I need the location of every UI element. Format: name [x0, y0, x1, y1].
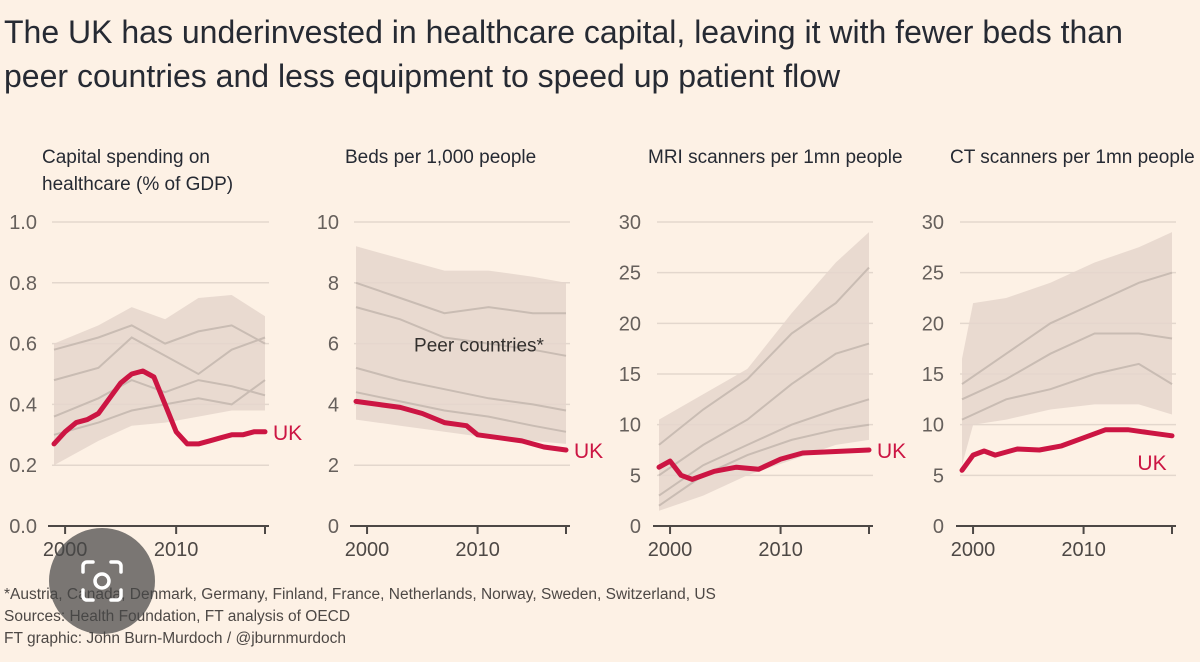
y-tick-label: 4 [328, 394, 339, 416]
peer-country-line [355, 391, 567, 433]
y-tick-label: 10 [317, 212, 339, 234]
peer-band-area [962, 232, 1172, 466]
peer-country-line [961, 332, 1173, 401]
y-tick-label: 6 [328, 334, 339, 356]
y-tick-label: 10 [922, 415, 944, 437]
uk-series-label: UK [574, 440, 603, 463]
peer-band-area [54, 295, 265, 466]
chart-panel-3: 0 5 10 15 20 25 30 2000 2010 UK [922, 212, 1176, 561]
y-tick-label: 0.6 [9, 334, 37, 356]
y-tick-label: 0 [630, 516, 641, 538]
panel-title-capital: Capital spending on healthcare (% of GDP… [42, 147, 234, 195]
y-tick-label: 0.8 [9, 273, 37, 295]
uk-series-label: UK [1137, 452, 1166, 475]
peer-country-line [658, 266, 870, 446]
y-tick-label: 20 [922, 313, 944, 335]
peer-country-line [961, 362, 1173, 421]
y-tick-label: 0.2 [9, 455, 37, 477]
visual-search-icon [81, 560, 123, 602]
x-tick-label: 2000 [951, 539, 996, 560]
peer-country-line [658, 342, 870, 477]
charts-area: Capital spending on healthcare (% of GDP… [0, 130, 1200, 561]
y-tick-label: 8 [328, 273, 339, 295]
footer-credit: FT graphic: John Burn-Murdoch / @jburnmu… [4, 630, 346, 647]
uk-series-line [353, 398, 569, 453]
x-tick-label: 2010 [1061, 539, 1106, 560]
footer: *Austria, Canada, Denmark, Germany, Finl… [4, 584, 1194, 650]
y-tick-label: 1.0 [9, 212, 37, 234]
y-tick-label: 30 [922, 212, 944, 234]
panel-title-ct: CT scanners per 1mn people [950, 147, 1195, 168]
y-tick-label: 0 [933, 516, 944, 538]
headline: The UK has underinvested in healthcare c… [4, 14, 1123, 94]
x-tick-label: 2010 [455, 539, 500, 560]
footer-sources: Sources: Health Foundation, FT analysis … [4, 608, 351, 625]
uk-series-line [959, 427, 1175, 473]
footer-countries-note: *Austria, Canada, Denmark, Germany, Finl… [4, 586, 716, 603]
small-multiples-chart: 0.00.20.40.60.81.020002010UK024681020002… [9, 212, 1176, 561]
y-tick-label: 0 [328, 516, 339, 538]
uk-series-label: UK [877, 440, 906, 463]
chart-panel-1: 0 2 4 6 8 10 2000 2010 Peer countries* UK [317, 212, 603, 561]
peer-country-line [355, 281, 566, 315]
y-tick-label: 0.4 [9, 394, 37, 416]
x-tick-label: 2000 [345, 539, 390, 560]
peer-countries-annotation: Peer countries* [414, 336, 545, 357]
peer-country-line [961, 271, 1173, 385]
peer-country-line [53, 324, 266, 351]
peer-country-line [53, 379, 266, 418]
y-tick-label: 15 [922, 364, 944, 386]
y-tick-label: 20 [619, 313, 641, 335]
peer-country-line [355, 306, 567, 357]
y-tick-label: 15 [619, 364, 641, 386]
x-tick-label: 2010 [154, 539, 199, 560]
uk-series-label: UK [273, 422, 302, 445]
peer-band-area [356, 246, 566, 444]
uk-series-line [656, 447, 872, 482]
y-tick-label: 25 [619, 263, 641, 285]
y-tick-label: 30 [619, 212, 641, 234]
peer-country-line [658, 398, 870, 497]
y-tick-label: 2 [328, 455, 339, 477]
y-tick-label: 5 [630, 465, 641, 487]
visual-search-button[interactable] [49, 528, 155, 634]
chart-panel-2: 0 5 10 15 20 25 30 2000 2010 UK [619, 212, 906, 561]
x-tick-label: 2010 [758, 539, 803, 560]
y-tick-label: 0.0 [9, 516, 37, 538]
panel-title-beds: Beds per 1,000 people [345, 147, 537, 168]
x-tick-label: 2000 [648, 539, 693, 560]
panel-title-mri: MRI scanners per 1mn people [648, 147, 903, 168]
peer-country-line [53, 336, 266, 382]
y-tick-label: 10 [619, 415, 641, 437]
uk-series-line [51, 368, 268, 447]
y-tick-label: 5 [933, 465, 944, 487]
peer-country-line [355, 366, 567, 412]
y-tick-label: 25 [922, 263, 944, 285]
